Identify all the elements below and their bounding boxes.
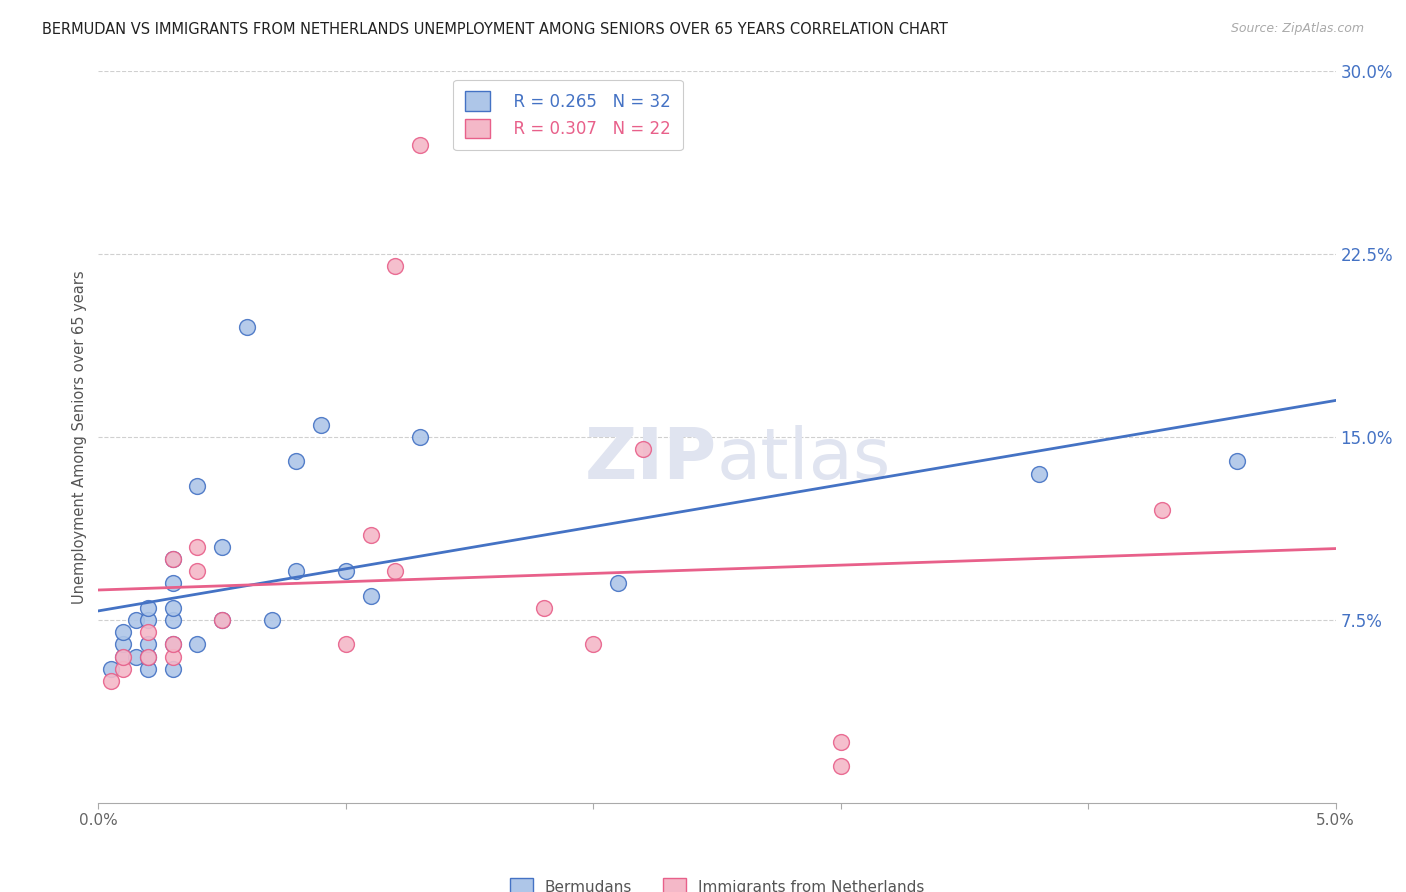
Point — [186, 564, 208, 578]
Point — [533, 600, 555, 615]
Point — [384, 564, 406, 578]
Point — [236, 320, 259, 334]
Point — [211, 613, 233, 627]
Point — [162, 649, 184, 664]
Point — [136, 662, 159, 676]
Point — [186, 479, 208, 493]
Point — [631, 442, 654, 457]
Point — [112, 649, 135, 664]
Point — [186, 540, 208, 554]
Point — [1152, 503, 1174, 517]
Point — [360, 527, 382, 541]
Point — [260, 613, 283, 627]
Point — [162, 600, 184, 615]
Point — [136, 649, 159, 664]
Point — [162, 662, 184, 676]
Point — [162, 552, 184, 566]
Point — [136, 613, 159, 627]
Point — [162, 552, 184, 566]
Point — [162, 637, 184, 651]
Point — [582, 637, 605, 651]
Point — [1226, 454, 1249, 468]
Point — [830, 759, 852, 773]
Text: atlas: atlas — [717, 425, 891, 493]
Point — [607, 576, 630, 591]
Y-axis label: Unemployment Among Seniors over 65 years: Unemployment Among Seniors over 65 years — [72, 270, 87, 604]
Point — [830, 735, 852, 749]
Point — [360, 589, 382, 603]
Text: BERMUDAN VS IMMIGRANTS FROM NETHERLANDS UNEMPLOYMENT AMONG SENIORS OVER 65 YEARS: BERMUDAN VS IMMIGRANTS FROM NETHERLANDS … — [42, 22, 948, 37]
Point — [136, 649, 159, 664]
Point — [112, 662, 135, 676]
Point — [211, 613, 233, 627]
Point — [186, 637, 208, 651]
Point — [162, 576, 184, 591]
Text: ZIP: ZIP — [585, 425, 717, 493]
Point — [285, 454, 308, 468]
Point — [136, 637, 159, 651]
Point — [112, 625, 135, 640]
Legend: Bermudans, Immigrants from Netherlands: Bermudans, Immigrants from Netherlands — [501, 869, 934, 892]
Point — [162, 613, 184, 627]
Point — [335, 637, 357, 651]
Point — [124, 649, 146, 664]
Point — [285, 564, 308, 578]
Point — [409, 137, 432, 152]
Point — [112, 649, 135, 664]
Point — [100, 662, 122, 676]
Point — [162, 637, 184, 651]
Point — [1028, 467, 1050, 481]
Point — [124, 613, 146, 627]
Point — [409, 430, 432, 444]
Point — [384, 260, 406, 274]
Point — [211, 540, 233, 554]
Point — [309, 417, 332, 432]
Point — [136, 625, 159, 640]
Point — [100, 673, 122, 688]
Point — [112, 637, 135, 651]
Point — [136, 600, 159, 615]
Text: Source: ZipAtlas.com: Source: ZipAtlas.com — [1230, 22, 1364, 36]
Point — [335, 564, 357, 578]
